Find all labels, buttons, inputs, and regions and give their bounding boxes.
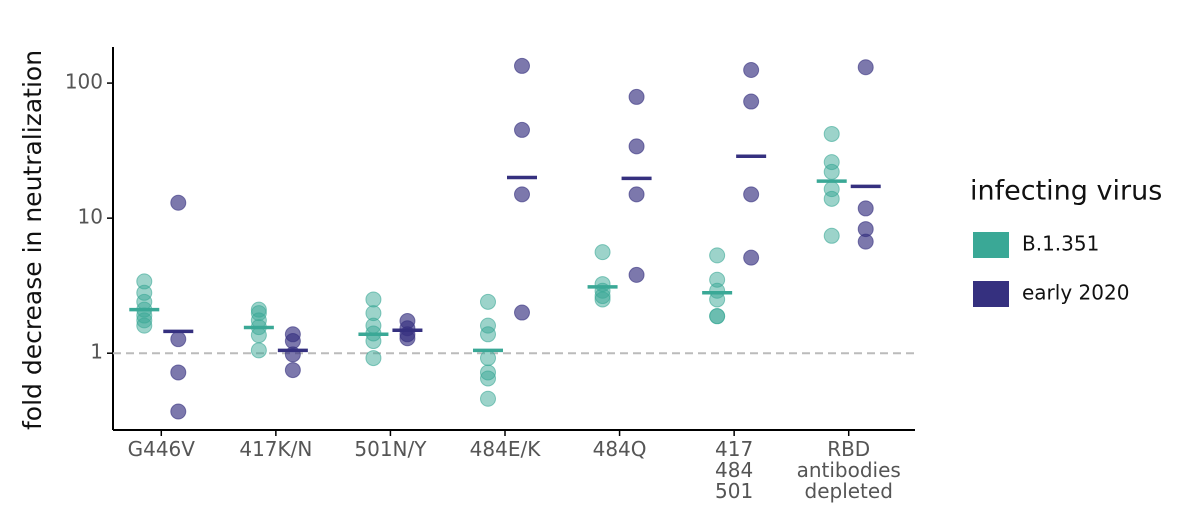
- point: [170, 194, 187, 211]
- x-tick-label: 484Q: [592, 437, 647, 461]
- legend-label: early 2020: [1022, 281, 1129, 305]
- point: [514, 121, 530, 138]
- point: [170, 364, 187, 381]
- point: [365, 291, 382, 308]
- point: [743, 61, 760, 78]
- point: [284, 362, 301, 379]
- y-axis-label: fold decrease in neutralization: [18, 50, 47, 430]
- point: [480, 390, 496, 407]
- point: [743, 93, 760, 110]
- point: [594, 244, 611, 261]
- point: [857, 233, 874, 250]
- x-tick-label: G446V: [127, 437, 195, 461]
- point: [170, 331, 187, 348]
- point: [628, 138, 645, 155]
- legend-title: infecting virus: [970, 176, 1162, 207]
- point: [743, 249, 760, 266]
- y-tick-label: 1: [90, 340, 103, 364]
- point: [480, 293, 496, 310]
- point: [365, 350, 382, 367]
- point: [594, 291, 611, 308]
- point: [136, 317, 153, 334]
- point: [857, 200, 874, 217]
- y-tick-label: 10: [78, 205, 103, 229]
- y-tick-label: 100: [65, 70, 103, 94]
- point: [480, 370, 496, 387]
- point: [514, 304, 530, 321]
- point: [823, 163, 840, 180]
- point: [823, 125, 840, 142]
- point: [480, 326, 496, 343]
- point: [250, 342, 267, 359]
- point: [250, 327, 267, 344]
- x-tick-label: 417K/N: [239, 437, 313, 461]
- point: [628, 88, 645, 105]
- point: [743, 186, 760, 203]
- legend-swatch: [973, 281, 1009, 307]
- x-tick-label: 501N/Y: [354, 437, 427, 461]
- point: [170, 403, 187, 420]
- x-tick-label: 417 484 501: [715, 437, 754, 503]
- legend-label: B.1.351: [1022, 232, 1099, 256]
- legend-swatch: [973, 232, 1009, 258]
- point: [399, 330, 416, 347]
- point: [514, 57, 530, 74]
- point: [857, 59, 874, 76]
- point: [628, 186, 645, 203]
- point: [709, 247, 726, 264]
- point: [284, 333, 301, 350]
- x-tick-label: RBD antibodies depleted: [796, 437, 901, 503]
- point: [480, 350, 496, 367]
- x-tick-label: 484E/K: [469, 437, 541, 461]
- point: [514, 186, 530, 203]
- point: [709, 308, 726, 325]
- point: [628, 266, 645, 283]
- point: [823, 227, 840, 244]
- point: [823, 190, 840, 207]
